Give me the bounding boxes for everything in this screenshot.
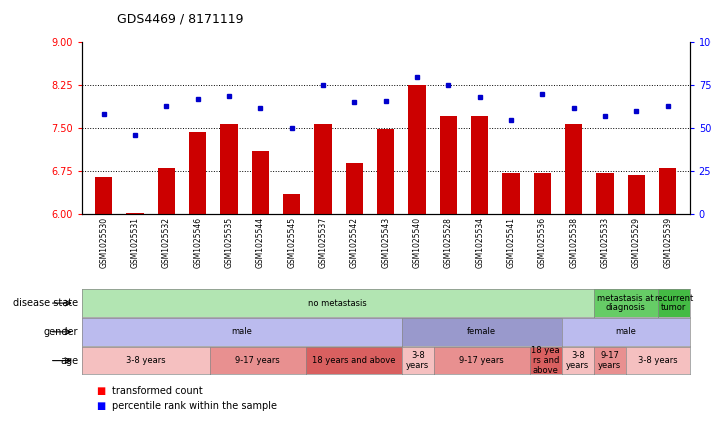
Text: 9-17
years: 9-17 years (598, 351, 621, 370)
Text: 18 years and above: 18 years and above (312, 356, 395, 365)
Bar (252, 151, 269, 214)
Bar (283, 194, 300, 214)
Bar (377, 129, 395, 214)
Text: no metastasis: no metastasis (309, 299, 367, 308)
Text: female: female (467, 327, 496, 336)
Text: 3-8 years: 3-8 years (126, 356, 166, 365)
Text: GDS4469 / 8171119: GDS4469 / 8171119 (117, 13, 244, 26)
Bar (158, 168, 175, 214)
Bar (565, 124, 582, 214)
Bar (440, 115, 457, 214)
Text: 9-17 years: 9-17 years (459, 356, 504, 365)
Bar (314, 124, 331, 214)
Bar (95, 177, 112, 214)
Text: 9-17 years: 9-17 years (235, 356, 280, 365)
Text: 3-8 years: 3-8 years (638, 356, 678, 365)
Text: ■: ■ (96, 386, 105, 396)
Bar (503, 173, 520, 214)
Bar (597, 173, 614, 214)
Bar (471, 115, 488, 214)
Bar (534, 173, 551, 214)
Bar (628, 175, 645, 214)
Text: recurrent
tumor: recurrent tumor (654, 294, 693, 313)
Bar (189, 132, 206, 214)
Bar (408, 85, 426, 214)
Text: age: age (60, 356, 78, 365)
Text: 18 yea
rs and
above: 18 yea rs and above (531, 346, 560, 375)
Text: 3-8
years: 3-8 years (566, 351, 589, 370)
Text: percentile rank within the sample: percentile rank within the sample (112, 401, 277, 411)
Bar (346, 162, 363, 214)
Bar (127, 213, 144, 214)
Bar (659, 168, 676, 214)
Bar (220, 124, 237, 214)
Text: metastasis at
diagnosis: metastasis at diagnosis (597, 294, 654, 313)
Text: transformed count: transformed count (112, 386, 203, 396)
Text: 3-8
years: 3-8 years (406, 351, 429, 370)
Text: ■: ■ (96, 401, 105, 411)
Text: gender: gender (43, 327, 78, 337)
Text: disease state: disease state (13, 298, 78, 308)
Text: male: male (615, 327, 636, 336)
Text: male: male (231, 327, 252, 336)
